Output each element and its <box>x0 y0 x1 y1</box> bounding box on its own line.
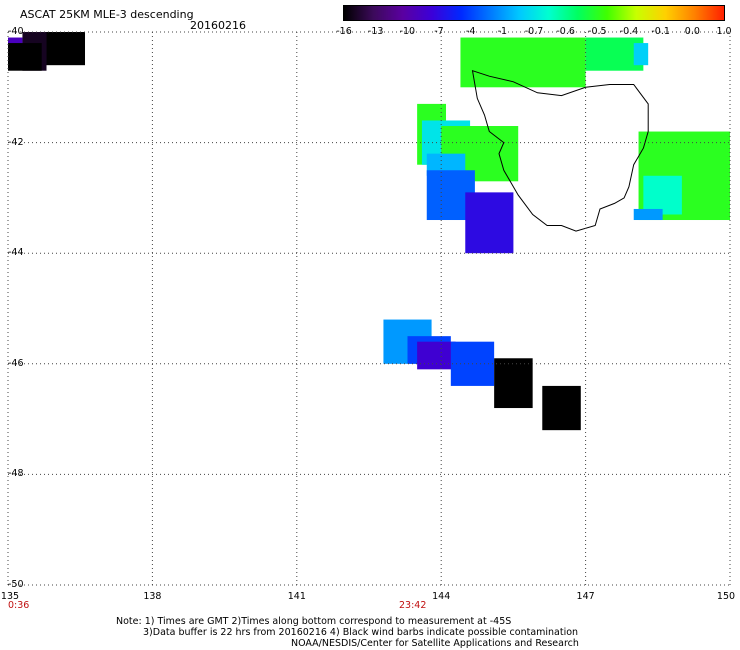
lat-tick-label: -50 <box>8 579 24 590</box>
lon-tick-label: 141 <box>287 591 306 602</box>
wind-data-cell <box>460 37 586 88</box>
lat-tick-label: -40 <box>8 26 24 37</box>
lon-tick-label: 144 <box>432 591 451 602</box>
lat-tick-label: -48 <box>8 468 24 480</box>
note-line-1: Note: 1) Times are GMT 2)Times along bot… <box>116 616 512 627</box>
wind-data-cell <box>417 341 456 370</box>
colorbar <box>343 5 725 21</box>
colorbar-tick-label: -1 <box>497 26 508 37</box>
wind-data-cell <box>46 32 86 66</box>
lat-tick-label: -44 <box>8 247 24 259</box>
lon-tick-label: 138 <box>143 591 162 602</box>
lat-tick-label: -46 <box>8 357 24 369</box>
wind-data-cell <box>542 385 581 431</box>
wind-data-cell <box>8 43 42 71</box>
time-label-mid: 23:42 <box>399 600 427 611</box>
chart-date: 20160216 <box>190 19 246 32</box>
wind-data-cell <box>494 358 533 409</box>
colorbar-tick-label: -4 <box>465 26 476 37</box>
wind-data-cell <box>465 192 514 254</box>
note-line-3: NOAA/NESDIS/Center for Satellite Applica… <box>291 638 579 649</box>
wind-data-cell <box>633 208 663 221</box>
lon-tick-label: 135 <box>0 591 20 602</box>
tasmania-coastline <box>471 69 649 232</box>
lon-tick-label: 147 <box>576 591 595 602</box>
colorbar-tick-label: -10 <box>399 26 416 37</box>
lon-tick-label: 150 <box>716 591 736 602</box>
time-label-start: 0:36 <box>8 600 30 611</box>
note-line-2: 3)Data buffer is 22 hrs from 20160216 4)… <box>143 627 579 638</box>
wind-data-cell <box>633 43 649 66</box>
colorbar-tick-label: -13 <box>367 26 384 37</box>
colorbar-tick-label: -0.5 <box>588 26 607 37</box>
colorbar-tick-label: -0.7 <box>524 26 544 37</box>
colorbar-tick-label: -7 <box>434 26 444 37</box>
chart-title: ASCAT 25KM MLE-3 descending <box>20 8 194 21</box>
wind-data-cell <box>643 175 682 215</box>
colorbar-tick-label: -0.6 <box>556 26 575 37</box>
lat-tick-label: -42 <box>8 136 24 148</box>
